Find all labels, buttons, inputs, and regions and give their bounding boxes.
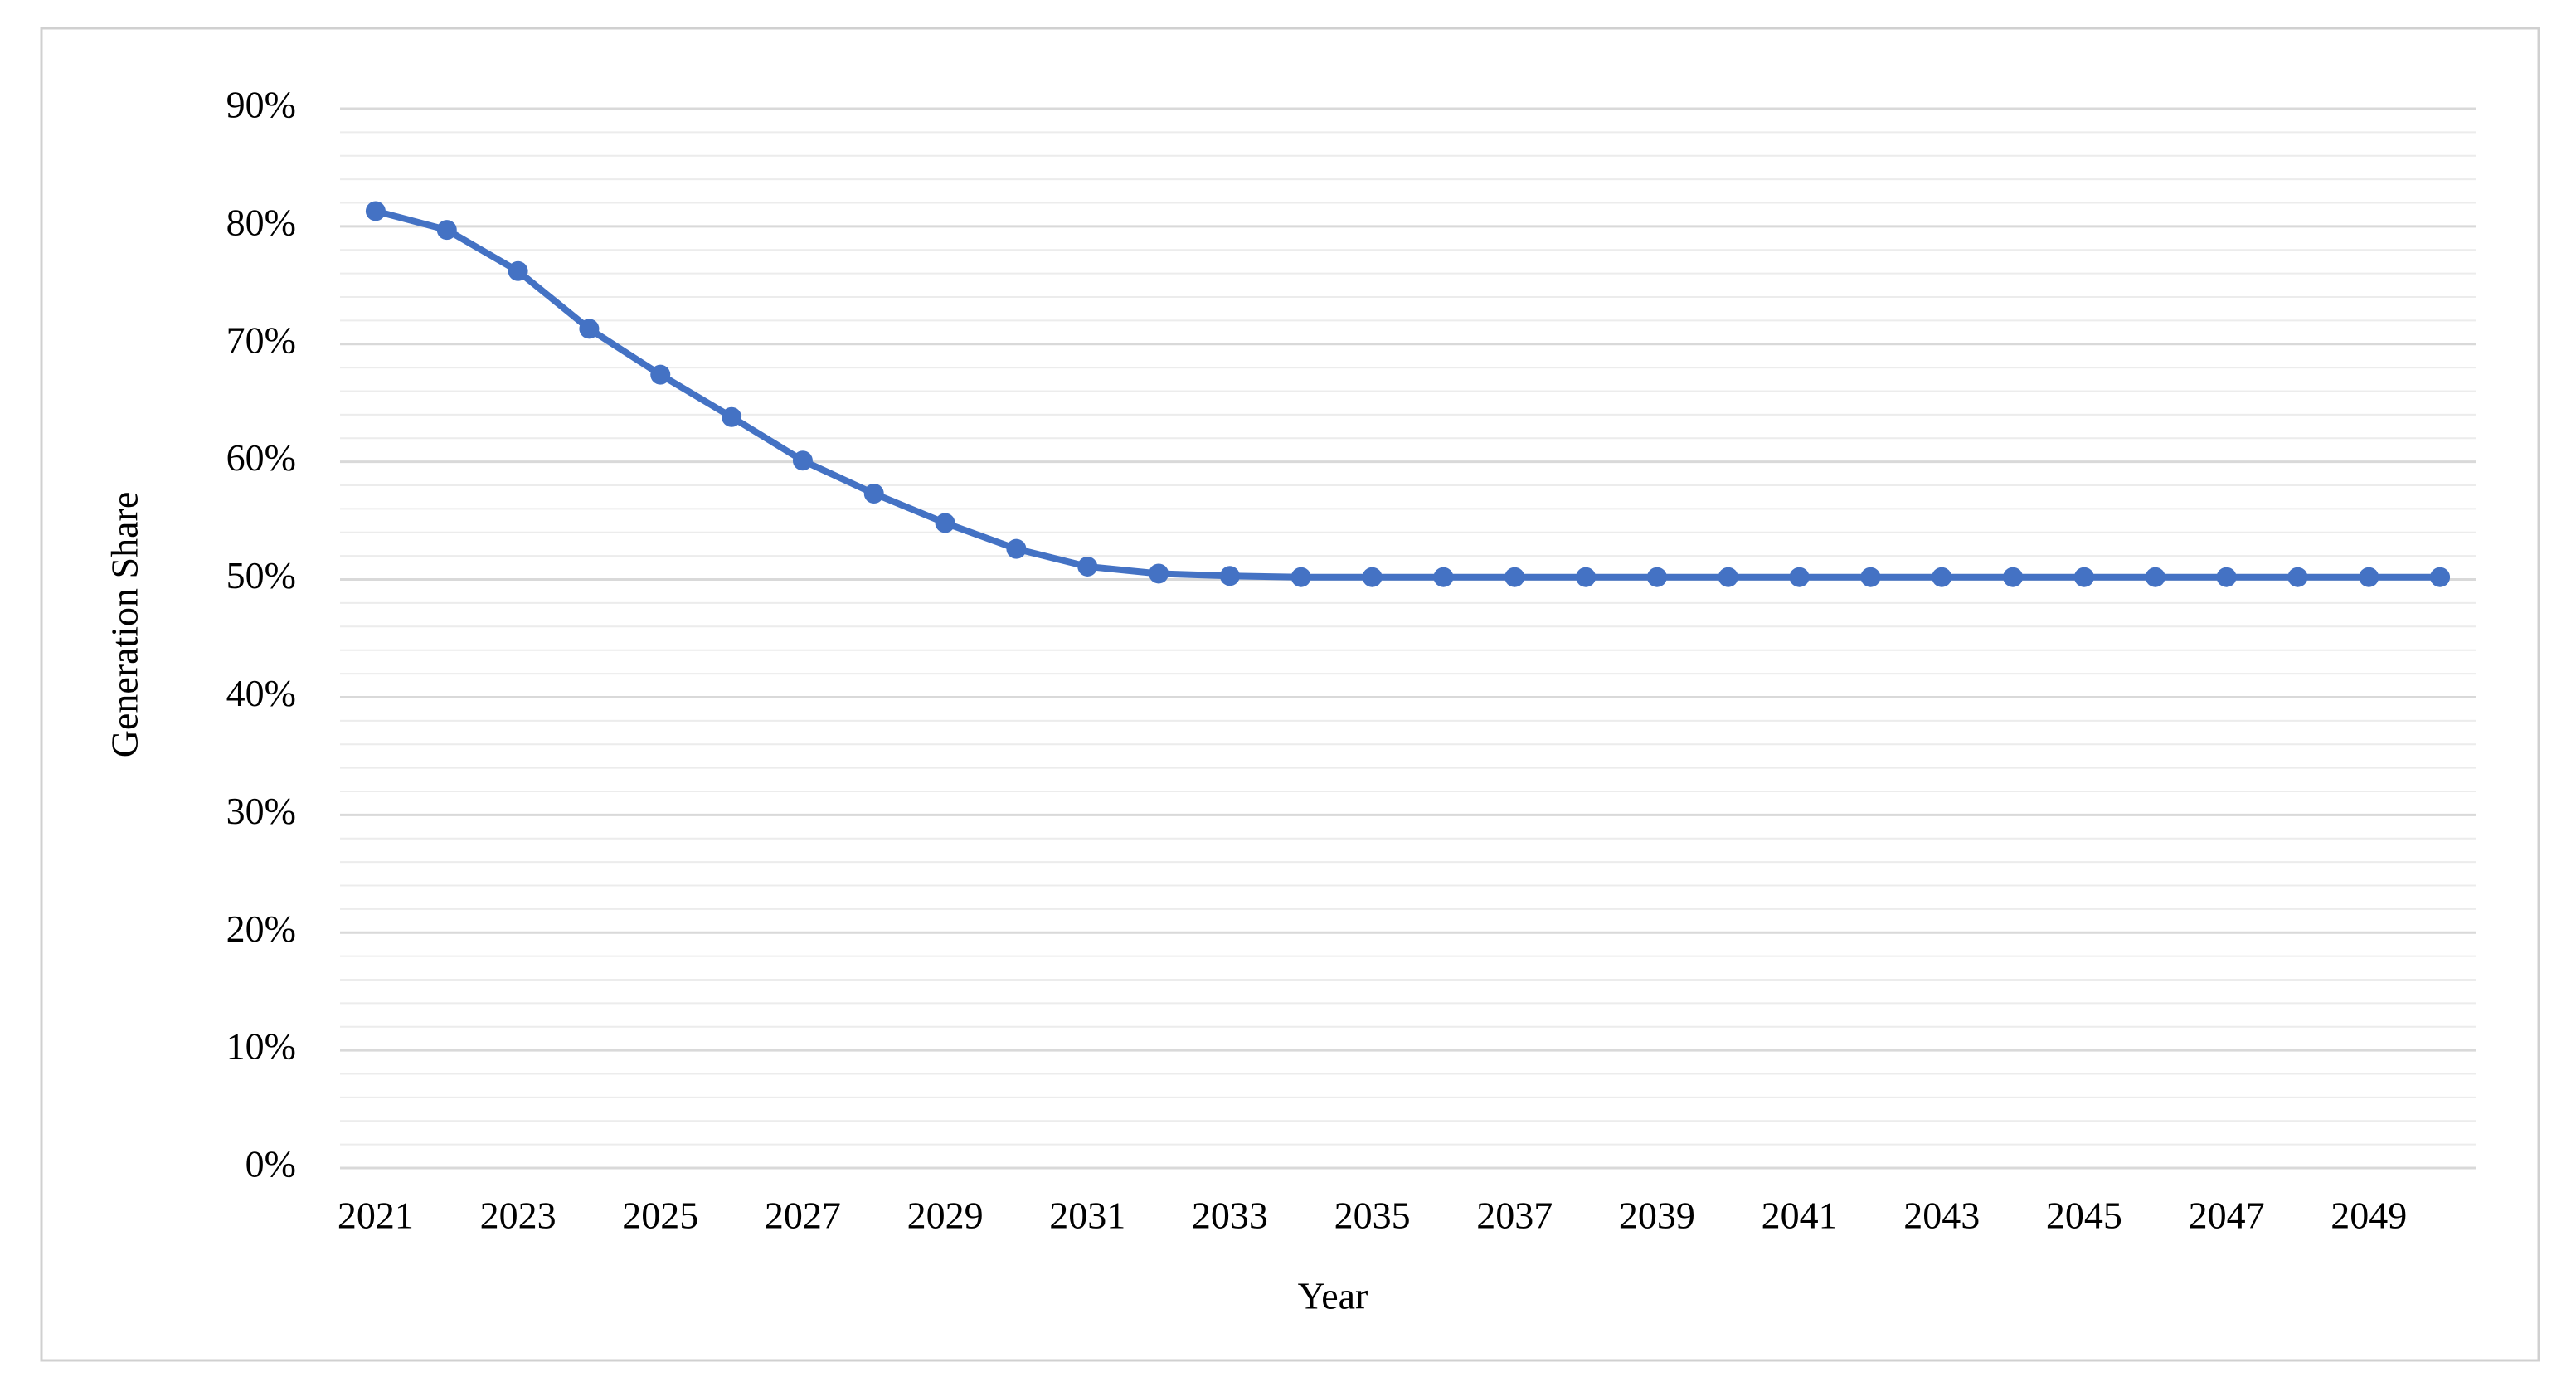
data-point <box>1718 567 1738 587</box>
y-tick-label: 30% <box>226 790 296 832</box>
y-tick-label: 20% <box>226 908 296 950</box>
data-point <box>650 364 671 385</box>
data-point <box>1576 567 1597 587</box>
y-tick-label: 80% <box>226 201 296 243</box>
x-tick-label: 2049 <box>2331 1195 2407 1237</box>
x-tick-label: 2023 <box>480 1195 557 1237</box>
data-point <box>2073 567 2094 587</box>
data-point <box>365 201 386 221</box>
x-tick-label: 2045 <box>2046 1195 2122 1237</box>
y-tick-label: 90% <box>226 84 296 126</box>
data-point <box>1504 567 1525 587</box>
y-tick-label: 40% <box>226 672 296 714</box>
x-tick-label: 2033 <box>1192 1195 1268 1237</box>
data-point <box>722 406 742 427</box>
chart-frame <box>40 27 2540 1362</box>
x-tick-label: 2025 <box>622 1195 698 1237</box>
y-tick-label: 50% <box>226 554 296 596</box>
data-point <box>1362 567 1383 587</box>
data-point <box>863 483 884 504</box>
x-axis-label: Year <box>1298 1275 1368 1317</box>
data-point <box>1646 567 1667 587</box>
data-point <box>579 319 600 339</box>
data-point <box>1219 566 1240 586</box>
data-point <box>1077 556 1098 577</box>
y-axis-label: Generation Share <box>104 492 146 758</box>
y-tick-label: 0% <box>245 1143 296 1185</box>
y-tick-label: 60% <box>226 436 296 479</box>
x-tick-label: 2029 <box>907 1195 984 1237</box>
data-point <box>1932 567 1952 587</box>
data-point <box>1290 567 1311 587</box>
x-tick-label: 2021 <box>338 1195 414 1237</box>
data-point <box>1860 567 1881 587</box>
data-point <box>2430 567 2451 587</box>
x-tick-label: 2043 <box>1903 1195 1980 1237</box>
data-point <box>2287 567 2308 587</box>
data-point <box>1149 563 1169 584</box>
y-tick-label: 70% <box>226 319 296 361</box>
data-point <box>508 260 528 281</box>
data-point <box>436 220 457 241</box>
data-point <box>1006 538 1027 559</box>
x-tick-label: 2037 <box>1476 1195 1553 1237</box>
x-tick-label: 2041 <box>1762 1195 1838 1237</box>
data-point <box>2216 567 2237 587</box>
x-tick-label: 2027 <box>765 1195 841 1237</box>
data-point <box>1433 567 1454 587</box>
x-tick-label: 2031 <box>1049 1195 1125 1237</box>
x-tick-label: 2039 <box>1619 1195 1695 1237</box>
data-point <box>2359 567 2379 587</box>
y-tick-label: 10% <box>226 1025 296 1068</box>
data-point <box>1789 567 1810 587</box>
data-point <box>2145 567 2165 587</box>
data-point <box>935 513 955 533</box>
x-tick-label: 2047 <box>2189 1195 2265 1237</box>
data-point <box>2003 567 2024 587</box>
data-point <box>792 450 813 471</box>
x-tick-label: 2035 <box>1334 1195 1411 1237</box>
data-line <box>374 207 2441 581</box>
